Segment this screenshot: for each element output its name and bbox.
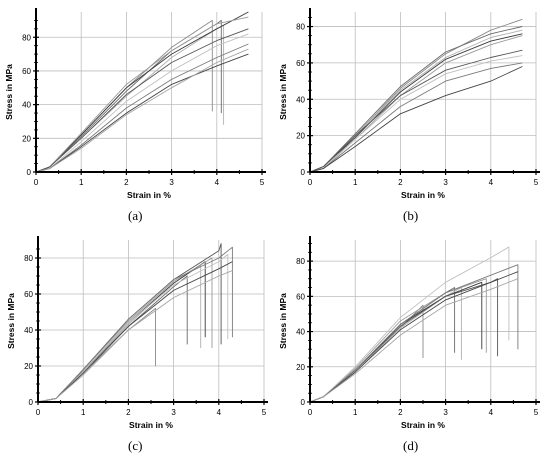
series-line <box>37 264 202 403</box>
y-tick-label: 40 <box>296 95 305 104</box>
x-tick-label: 0 <box>36 408 41 417</box>
y-tick-label: 80 <box>296 23 305 32</box>
y-tick-label: 20 <box>296 363 305 372</box>
panel-a: 0 1 2 3 4 5 0 20 40 60 80 Strain in % Stress in MPa <box>4 8 266 200</box>
series-line <box>309 304 424 403</box>
x-tick-label: 1 <box>79 178 84 187</box>
series-line <box>37 275 188 403</box>
x-tick-label: 5 <box>534 408 539 417</box>
x-tick-label: 5 <box>262 408 267 417</box>
series-line <box>309 278 487 403</box>
x-tick-label: 3 <box>171 408 176 417</box>
x-tick-label: 3 <box>443 408 448 417</box>
series-line <box>35 48 249 173</box>
panel-b: 0 1 2 3 4 5 0 20 40 60 80 Strain in % Stress in MPa <box>278 8 540 200</box>
y-tick-label: 60 <box>24 290 33 299</box>
series-line <box>309 66 523 173</box>
series-line <box>309 278 519 403</box>
y-tick-label: 0 <box>27 168 32 177</box>
x-tick-label: 5 <box>260 178 265 187</box>
x-tick-label: 1 <box>353 408 358 417</box>
y-tick-label: 40 <box>22 101 31 110</box>
series-line <box>309 281 483 403</box>
y-tick-label: 60 <box>296 59 305 68</box>
series-line <box>37 261 233 403</box>
y-axis-label: Stress in MPa <box>6 293 16 349</box>
x-tick-label: 3 <box>169 178 174 187</box>
panel-caption-d: (d) <box>403 438 419 453</box>
x-tick-label: 1 <box>353 178 358 187</box>
series-line <box>309 246 510 403</box>
x-tick-label: 3 <box>443 178 448 187</box>
y-axis-label: Stress in MPa <box>278 64 288 120</box>
x-tick-label: 2 <box>398 408 403 417</box>
panel-caption-c: (c) <box>128 438 143 453</box>
x-axis-label: Strain in % <box>401 420 445 430</box>
y-tick-label: 0 <box>301 398 306 407</box>
panel-d: 0 1 2 3 4 5 0 20 40 60 80 Strain in % Stress in MPa <box>278 236 540 430</box>
y-tick-label: 80 <box>296 257 305 266</box>
x-tick-label: 2 <box>124 178 129 187</box>
y-tick-label: 0 <box>301 168 306 177</box>
x-tick-label: 4 <box>489 408 494 417</box>
x-axis-label: Strain in % <box>129 420 173 430</box>
series-line <box>309 49 523 173</box>
series-line <box>37 253 229 403</box>
x-tick-label: 5 <box>534 178 539 187</box>
y-tick-label: 80 <box>24 254 33 263</box>
y-tick-label: 20 <box>24 362 33 371</box>
series-line <box>37 243 222 403</box>
x-tick-label: 4 <box>217 408 222 417</box>
y-tick-label: 0 <box>29 398 34 407</box>
panel-caption-a: (a) <box>128 208 143 223</box>
x-axis-label: Strain in % <box>127 190 171 200</box>
x-tick-label: 2 <box>126 408 131 417</box>
y-tick-label: 60 <box>296 292 305 301</box>
x-tick-label: 2 <box>398 178 403 187</box>
x-tick-label: 0 <box>308 408 313 417</box>
x-tick-label: 0 <box>308 178 313 187</box>
x-tick-label: 0 <box>34 178 39 187</box>
x-tick-label: 4 <box>215 178 220 187</box>
y-tick-label: 60 <box>22 67 31 76</box>
y-tick-label: 80 <box>22 33 31 42</box>
x-tick-label: 1 <box>81 408 86 417</box>
y-axis-label: Stress in MPa <box>278 293 288 349</box>
panel-caption-b: (b) <box>403 208 419 223</box>
y-tick-label: 40 <box>296 328 305 337</box>
y-tick-label: 20 <box>22 134 31 143</box>
x-axis-label: Strain in % <box>401 190 445 200</box>
panel-c: 0 1 2 3 4 5 0 20 40 60 80 Strain in % Stress in MPa <box>6 236 268 430</box>
y-tick-label: 20 <box>296 132 305 141</box>
x-tick-label: 4 <box>489 178 494 187</box>
y-axis-label: Stress in MPa <box>4 64 14 120</box>
series-line <box>35 28 249 173</box>
series-line <box>37 270 233 403</box>
y-tick-label: 40 <box>24 326 33 335</box>
